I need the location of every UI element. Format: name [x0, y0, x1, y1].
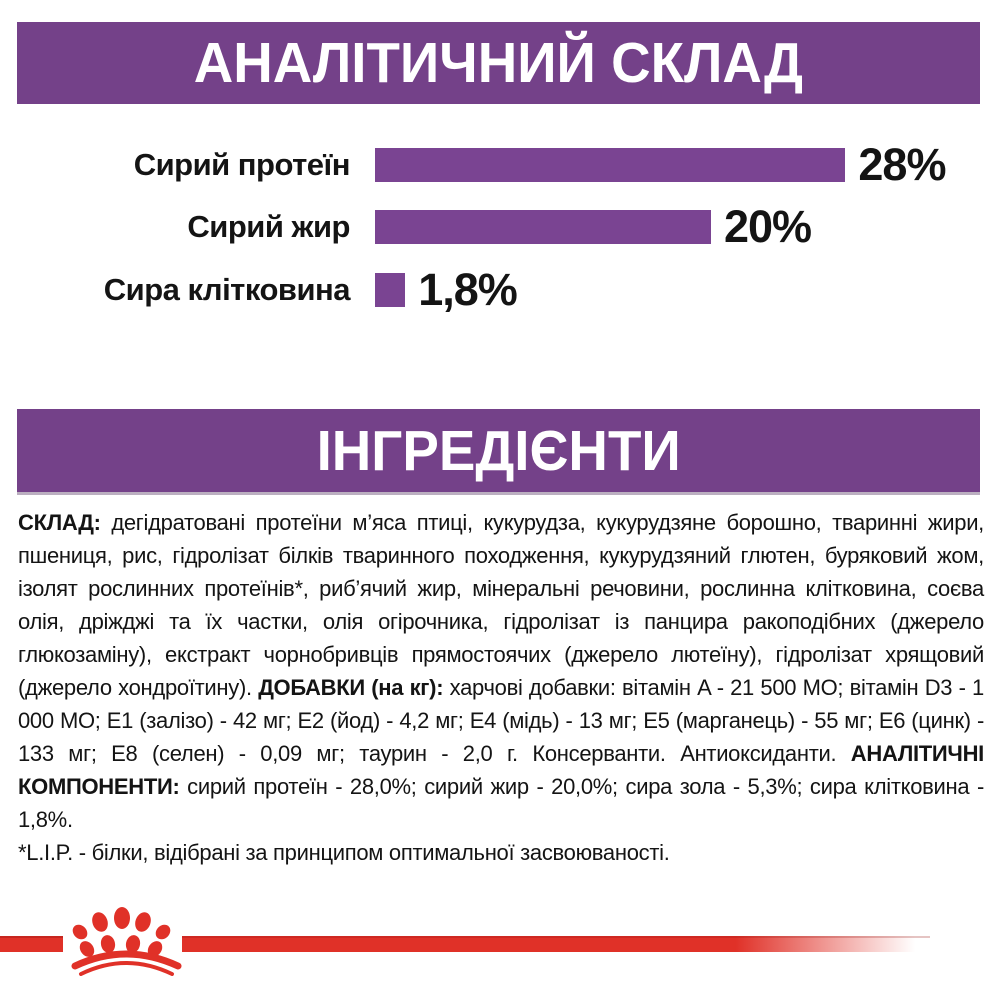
chart-row-protein: Сирий протеїн 28%: [18, 139, 982, 190]
analytical-components-text: сирий протеїн - 28,0%; сирий жир - 20,0%…: [18, 774, 984, 832]
bar-value-fiber: 1,8%: [418, 264, 518, 315]
ingredients-banner: ІНГРЕДІЄНТИ: [17, 409, 980, 492]
additives-text: харчові добавки: вітамін A - 21 500 МО; …: [18, 675, 984, 766]
ingredients-title: ІНГРЕДІЄНТИ: [316, 418, 681, 483]
footer: [0, 900, 1000, 1000]
composition-text: дегідратовані протеїни м’яса птиці, куку…: [18, 510, 984, 700]
bar-protein: [375, 148, 846, 182]
bar-fat: [375, 210, 711, 244]
composition-label: СКЛАД:: [18, 510, 112, 535]
red-stripe-right: [182, 936, 930, 952]
bar-fiber: [375, 273, 406, 307]
analytical-composition-chart: Сирий протеїн 28% Сирий жир 20% Сира клі…: [18, 103, 982, 315]
chart-row-fiber: Сира клітковина 1,8%: [18, 264, 982, 315]
bar-label-protein: Сирий протеїн: [133, 147, 351, 182]
red-stripe-left: [0, 936, 63, 952]
analytical-components-label: АНАЛІТИЧНІ КОМПОНЕНТИ:: [18, 741, 984, 799]
ingredients-text-block: СКЛАД: дегідратовані протеїни м’яса птиц…: [18, 506, 984, 869]
bar-label-fat: Сирий жир: [187, 209, 350, 244]
additives-label: ДОБАВКИ (на кг):: [258, 675, 450, 700]
bar-label-fiber: Сира клітковина: [103, 272, 351, 307]
lip-footnote: *L.I.P. - білки, відібрані за принципом …: [18, 840, 670, 865]
bar-value-protein: 28%: [858, 139, 946, 190]
paw-crown-icon: [71, 907, 182, 976]
analytical-composition-title: АНАЛІТИЧНИЙ СКЛАД: [193, 31, 804, 95]
chart-row-fat: Сирий жир 20%: [18, 201, 982, 252]
ingredients-paragraph: СКЛАД: дегідратовані протеїни м’яса птиц…: [18, 506, 984, 836]
analytical-composition-banner: АНАЛІТИЧНИЙ СКЛАД: [17, 22, 980, 104]
bar-value-fat: 20%: [724, 201, 812, 252]
